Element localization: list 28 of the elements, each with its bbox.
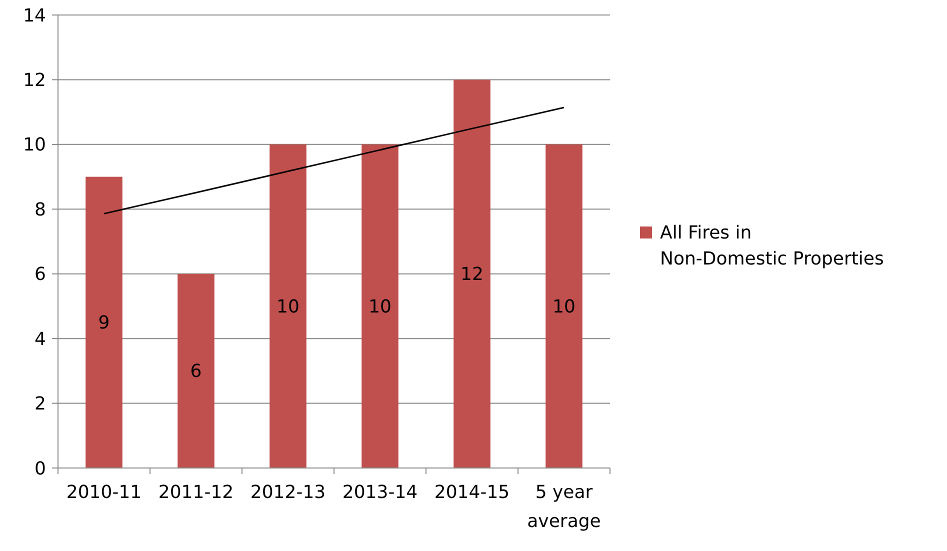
x-tick-label: 5 year average (527, 482, 601, 532)
data-label: 9 (98, 312, 110, 334)
y-tick-label: 12 (23, 70, 46, 92)
legend-label: All Fires in Non-Domestic Properties (660, 222, 884, 270)
x-tick-label: 2012-13 (250, 482, 326, 503)
line-series (103, 106, 565, 214)
bar (178, 274, 214, 468)
bar (86, 176, 122, 468)
x-tick-label: 2010-11 (66, 482, 142, 503)
y-tick-label: 0 (34, 458, 46, 480)
y-tick-label: 6 (34, 264, 46, 286)
data-label: 12 (460, 264, 484, 286)
x-tick-label: 2011-12 (158, 482, 234, 503)
y-tick-label: 4 (34, 328, 46, 350)
bar (454, 80, 490, 468)
bar (546, 144, 582, 468)
y-tick-label: 10 (23, 134, 46, 156)
data-label: 10 (276, 296, 300, 318)
x-tick-label: 2013-14 (342, 482, 418, 503)
data-label: 10 (552, 296, 576, 318)
bar (362, 144, 398, 468)
bar (270, 144, 306, 468)
data-label: 10 (368, 296, 392, 318)
y-tick-label: 8 (34, 199, 46, 220)
y-tick-label: 14 (23, 5, 46, 26)
y-tick-label: 2 (34, 394, 46, 415)
x-tick-label: 2014-15 (434, 482, 510, 503)
data-label: 6 (190, 361, 202, 382)
